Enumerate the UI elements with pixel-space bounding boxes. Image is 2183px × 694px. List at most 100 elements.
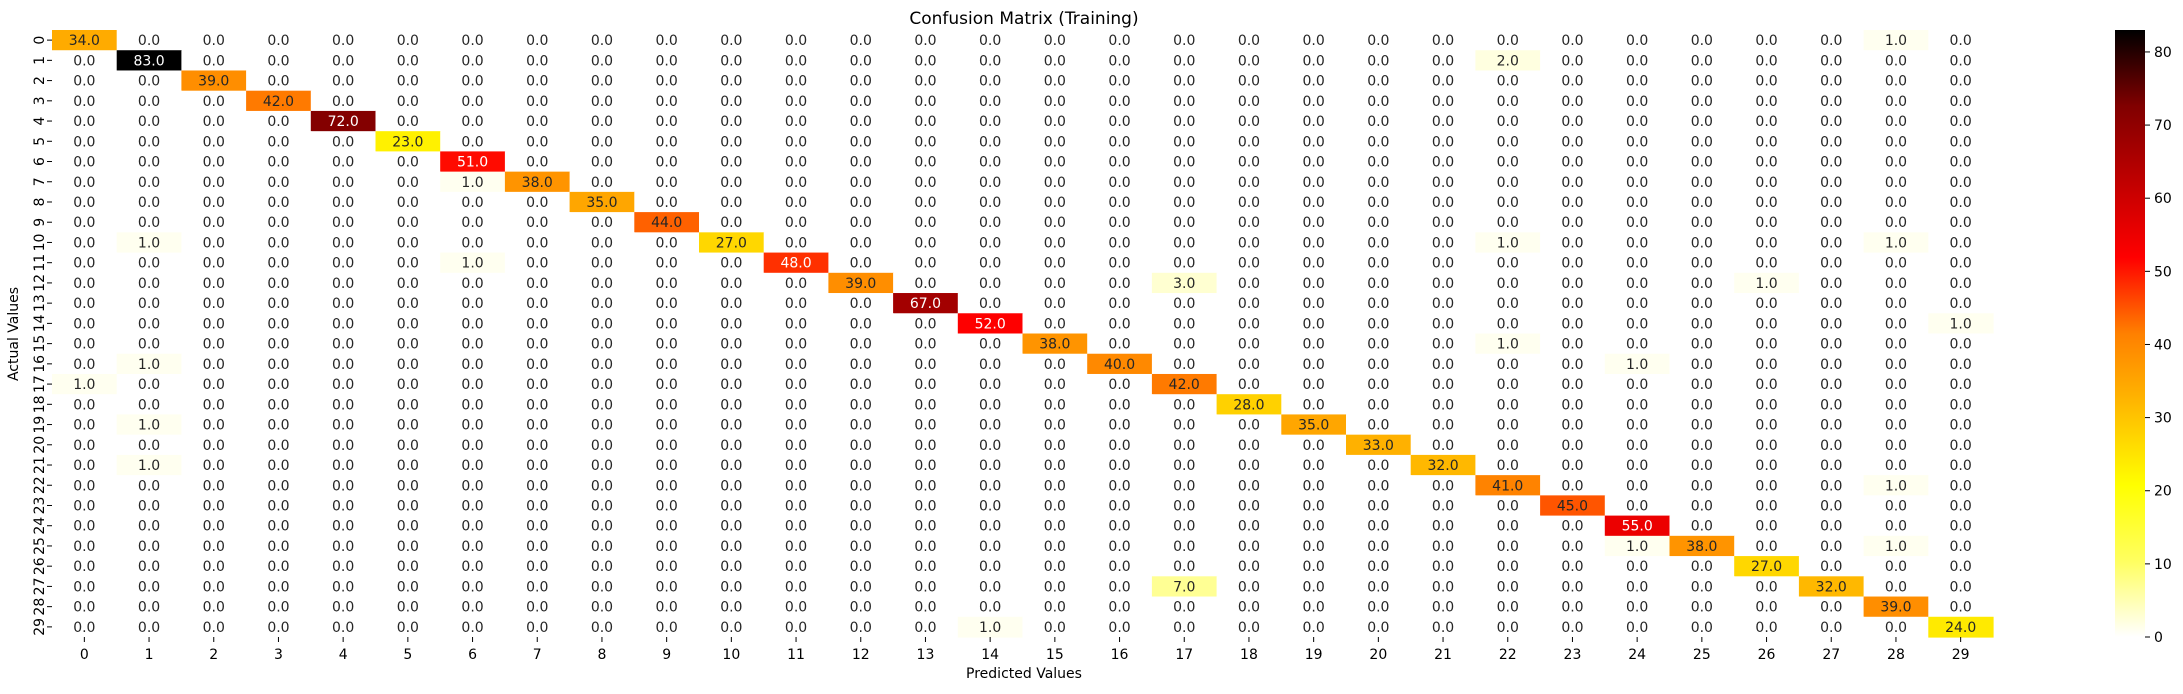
heatmap-cell [1928,252,1994,274]
heatmap-cell [1863,556,1929,577]
heatmap-cell [828,414,894,436]
cell-value-label: 0.0 [1044,438,1066,454]
heatmap-cell [1798,495,1865,517]
heatmap-cell [1410,475,1476,496]
cell-value-label: 0.0 [720,418,742,434]
heatmap-cell [1669,232,1735,254]
heatmap-cell [375,454,441,476]
cell-value-label: 0.0 [461,519,483,535]
heatmap-cell [1928,131,1994,152]
cell-value-label: 0.0 [138,175,160,191]
heatmap-cell [1475,30,1541,51]
cell-value-label: 0.0 [397,316,419,332]
cell-value-label: 0.0 [914,134,936,150]
heatmap-cell [893,313,959,335]
heatmap-cell [893,616,959,638]
cell-value-label: 0.0 [138,397,160,413]
cell-value-label: 0.0 [203,155,225,171]
y-tick-label: 19 [32,416,48,434]
heatmap-cell [828,50,894,72]
heatmap-cell [181,171,247,193]
heatmap-cell [52,373,118,395]
cell-value-label: 0.0 [850,377,872,393]
heatmap-cell [1087,131,1153,152]
heatmap-cell [1669,110,1735,132]
cell-value-label: 0.0 [461,296,483,312]
heatmap-cell [1410,232,1476,254]
y-tick-label: 26 [32,557,48,575]
x-tick-label: 10 [722,647,740,663]
heatmap-cell [763,50,829,72]
heatmap-cell [1798,90,1865,112]
cell-value-label: 0.0 [332,235,354,251]
heatmap-cell [1734,191,1800,213]
heatmap-cell [1022,434,1088,456]
colorbar-tick-label: 20 [2154,484,2172,500]
heatmap-cell [1798,110,1865,132]
cell-value-label: 0.0 [1108,458,1130,474]
heatmap-cell [375,576,441,598]
cell-value-label: 0.0 [591,53,613,69]
heatmap-cell [957,353,1024,375]
heatmap-cell [1281,535,1347,557]
cell-value-label: 0.0 [203,458,225,474]
cell-value-label: 0.0 [526,53,548,69]
cell-value-label: 0.0 [979,377,1001,393]
x-tick-label: 16 [1111,647,1129,663]
cell-value-label: 0.0 [332,539,354,555]
cell-value-label: 0.0 [1755,94,1777,110]
cell-value-label: 0.0 [656,74,678,90]
heatmap-cell [116,191,182,213]
cell-value-label: 0.0 [332,215,354,231]
cell-value-label: 0.0 [720,94,742,110]
cell-value-label: 0.0 [785,438,807,454]
cell-value-label: 0.0 [1173,519,1195,535]
heatmap-cell [828,556,894,577]
heatmap-cell [181,110,247,132]
heatmap-cell [52,272,118,294]
x-tick-label: 27 [1822,647,1840,663]
heatmap-cell [634,90,700,112]
heatmap-cell [1087,616,1153,638]
heatmap-cell [116,110,182,132]
heatmap-cell [1475,353,1541,375]
cell-value-label: 0.0 [1691,498,1713,514]
heatmap-cell [828,333,894,355]
heatmap-cell [893,495,959,517]
y-tick-label: 2 [32,76,48,85]
heatmap-cell [828,70,894,92]
x-tick-label: 14 [981,647,999,663]
heatmap-cell [1216,90,1282,112]
heatmap-cell [699,252,765,274]
heatmap-cell [440,394,506,416]
cell-value-label: 0.0 [785,498,807,514]
heatmap-cell [828,151,894,173]
cell-value-label: 0.0 [1561,397,1583,413]
heatmap-cell [246,313,312,335]
cell-value-label: 0.0 [914,235,936,251]
cell-value-label: 0.0 [1432,155,1454,171]
heatmap-cell [52,495,118,517]
heatmap-cell [699,90,765,112]
heatmap-cell [763,333,829,355]
heatmap-cell [1410,414,1476,436]
heatmap-cell [1734,414,1800,436]
heatmap-cell [1022,353,1088,375]
cell-value-label: 0.0 [397,53,419,69]
cell-value-label: 0.0 [591,33,613,49]
cell-value-label: 0.0 [138,276,160,292]
cell-value-label: 0.0 [267,337,289,353]
heatmap-cell [828,131,894,152]
heatmap-cell [504,151,571,173]
cell-value-label: 0.0 [720,195,742,211]
heatmap-cell [246,252,312,274]
cell-value-label: 0.0 [1626,337,1648,353]
heatmap-cell [1022,576,1088,598]
cell-value-label: 0.0 [397,478,419,494]
heatmap-cell [634,556,700,577]
heatmap-cell [375,151,441,173]
cell-value-label: 0.0 [656,559,678,575]
heatmap-cell [504,434,571,456]
heatmap-cell [1540,515,1606,537]
